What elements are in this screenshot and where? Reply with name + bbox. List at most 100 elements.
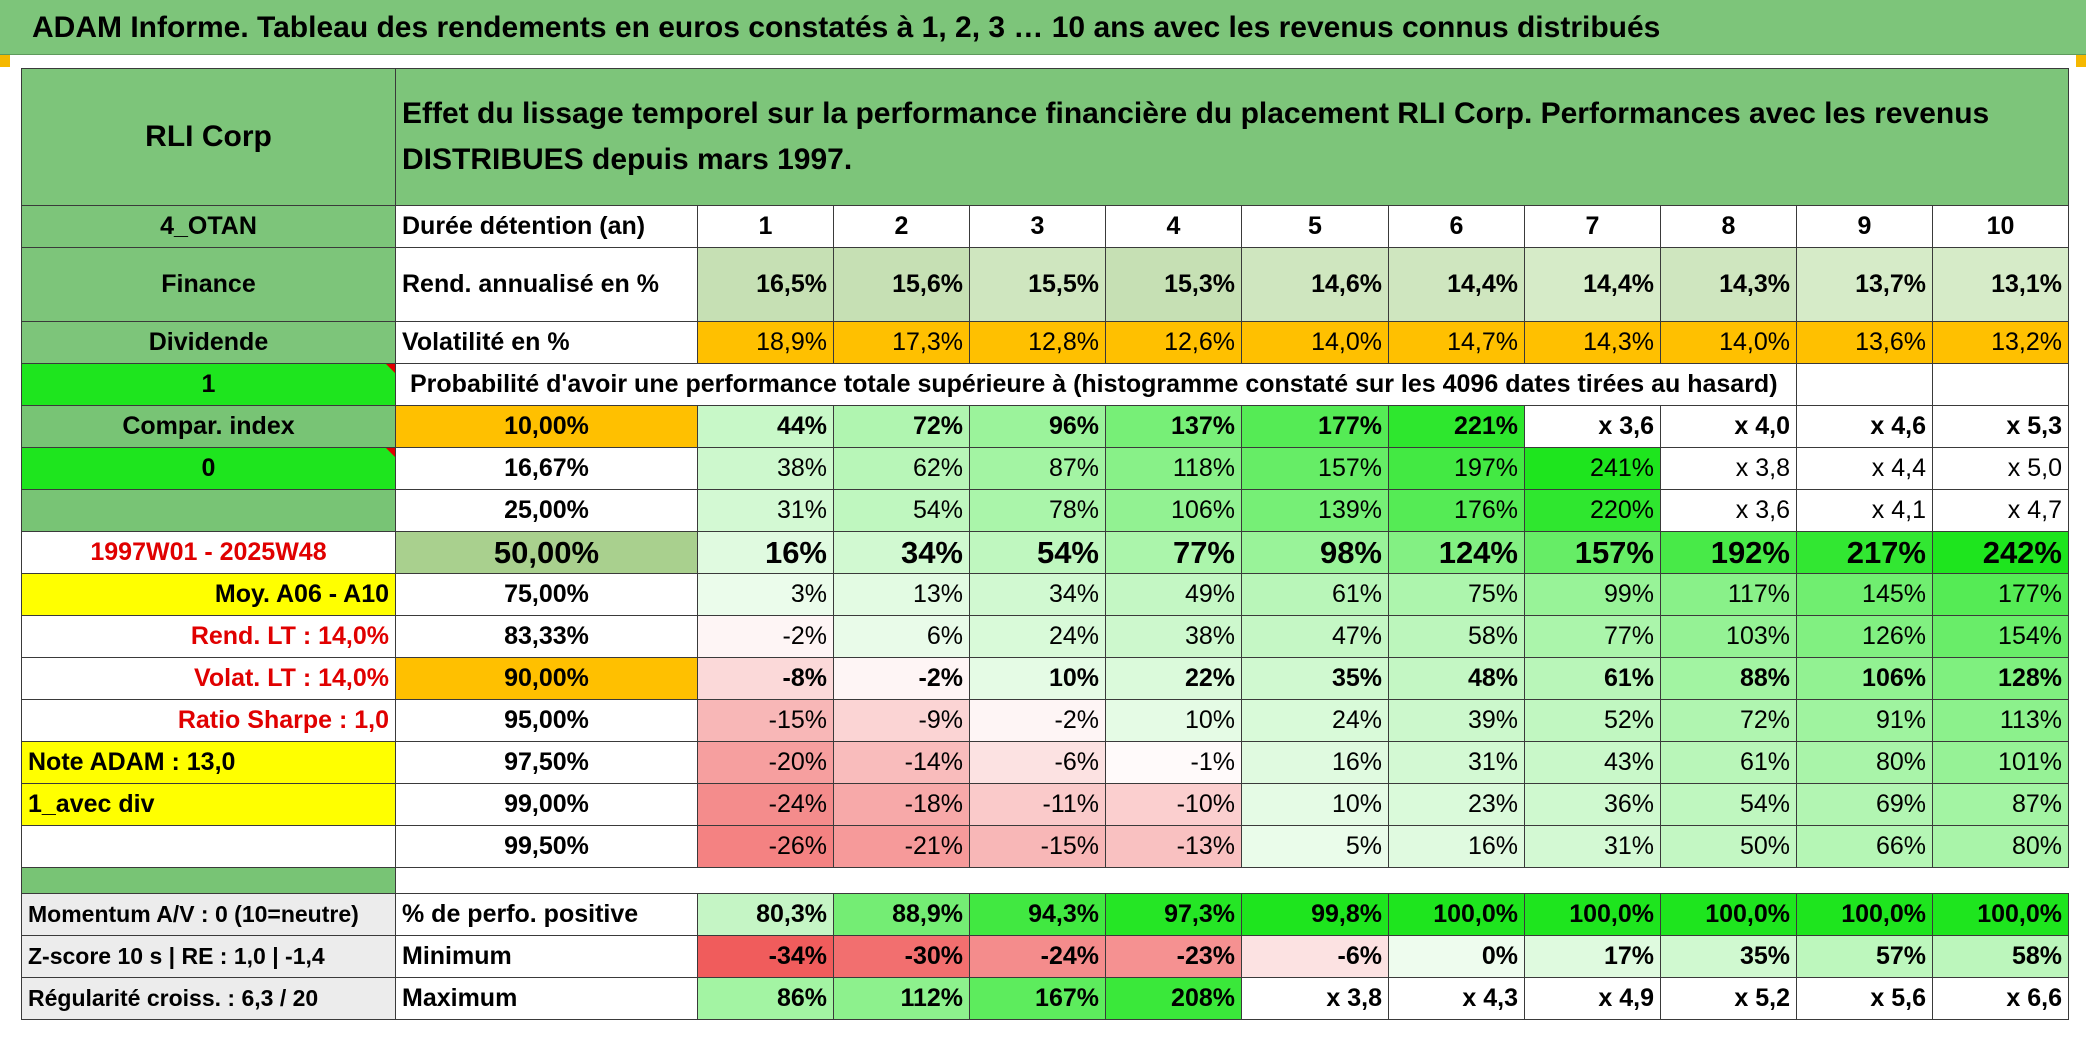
prob-value: -14% (833, 741, 970, 784)
asset-name: RLI Corp (21, 68, 396, 206)
toggle-0[interactable]: 0 (21, 447, 396, 490)
stat-value: 86% (697, 977, 834, 1020)
stat-value: 112% (833, 977, 970, 1020)
prob-value: 54% (969, 531, 1106, 574)
prob-value: 192% (1660, 531, 1797, 574)
prob-value: 78% (969, 489, 1106, 532)
prob-value: x 3,8 (1660, 447, 1797, 490)
threshold-pct: 99,00% (395, 783, 698, 826)
table-row: 1997W01 - 2025W48 50,00% 16% 34% 54% 77% 98% 12… (21, 531, 2069, 574)
toggle-1[interactable]: 1 (21, 363, 396, 406)
prob-value: 87% (969, 447, 1106, 490)
prob-value: -15% (969, 825, 1106, 868)
stat-value: -24% (969, 935, 1106, 978)
stat-value: 88,9% (833, 893, 970, 936)
empty-cell (1932, 363, 2069, 406)
stat-value: 57% (1796, 935, 1933, 978)
prob-value: 58% (1388, 615, 1525, 658)
duration-label: Durée détention (an) (395, 205, 698, 248)
rend-value: 13,7% (1796, 247, 1933, 322)
prob-value: -11% (969, 783, 1106, 826)
prob-value: x 4,1 (1796, 489, 1933, 532)
prob-value: 80% (1932, 825, 2069, 868)
table-description: Effet du lissage temporel sur la perform… (395, 68, 2069, 206)
stat-value: 208% (1105, 977, 1242, 1020)
rend-value: 14,6% (1241, 247, 1389, 322)
prob-value: 157% (1524, 531, 1661, 574)
prob-value: 137% (1105, 405, 1242, 448)
prob-value: 54% (833, 489, 970, 532)
prob-value: 197% (1388, 447, 1525, 490)
vol-value: 13,6% (1796, 321, 1933, 364)
prob-value: 72% (1660, 699, 1797, 742)
prob-value: 13% (833, 573, 970, 616)
stat-value: x 6,6 (1932, 977, 2069, 1020)
prob-value: -2% (697, 615, 834, 658)
table-row: Rend. LT : 14,0% 83,33% -2% 6% 24% 38% 47% 58% 7… (21, 615, 2069, 658)
prob-value: 176% (1388, 489, 1525, 532)
table-row: Volat. LT : 14,0% 90,00% -8% -2% 10% 22% 35% 48… (21, 657, 2069, 700)
stat-value: 100,0% (1524, 893, 1661, 936)
vol-value: 18,9% (697, 321, 834, 364)
asset-sector: Finance (21, 247, 396, 322)
prob-value: 88% (1660, 657, 1797, 700)
table-row: 1_avec div 99,00% -24% -18% -11% -10% 10% 23% 36… (21, 783, 2069, 826)
prob-value: 5% (1241, 825, 1389, 868)
stat-value: 35% (1660, 935, 1797, 978)
stat-value: x 4,9 (1524, 977, 1661, 1020)
prob-value: 217% (1796, 531, 1933, 574)
prob-value: 36% (1524, 783, 1661, 826)
stat-value: 100,0% (1388, 893, 1525, 936)
threshold-pct: 90,00% (395, 657, 698, 700)
table-row: Ratio Sharpe : 1,0 95,00% -15% -9% -2% 10% 24%… (21, 699, 2069, 742)
prob-value: 124% (1388, 531, 1525, 574)
prob-value: 38% (697, 447, 834, 490)
div-label: 1_avec div (21, 783, 396, 826)
prob-value: 16% (1388, 825, 1525, 868)
threshold-pct: 50,00% (395, 531, 698, 574)
prob-value: 177% (1932, 573, 2069, 616)
rend-value: 14,3% (1660, 247, 1797, 322)
corner-marker (2076, 55, 2086, 67)
stat-value: 94,3% (969, 893, 1106, 936)
prob-value: x 3,6 (1524, 405, 1661, 448)
prob-value: 177% (1241, 405, 1389, 448)
rend-value: 15,6% (833, 247, 970, 322)
corner-marker (0, 55, 10, 67)
prob-value: 6% (833, 615, 970, 658)
prob-value: 80% (1796, 741, 1933, 784)
stat-value: 100,0% (1660, 893, 1797, 936)
duration-header: 10 (1932, 205, 2069, 248)
duration-header: 6 (1388, 205, 1525, 248)
vol-value: 13,2% (1932, 321, 2069, 364)
prob-value: -18% (833, 783, 970, 826)
rend-value: 16,5% (697, 247, 834, 322)
prob-value: 103% (1660, 615, 1797, 658)
prob-value: 72% (833, 405, 970, 448)
prob-value: 118% (1105, 447, 1242, 490)
prob-value: 31% (697, 489, 834, 532)
prob-value: -6% (969, 741, 1106, 784)
volat-lt-label: Volat. LT : 14,0% (21, 657, 396, 700)
vol-label: Volatilité en % (395, 321, 698, 364)
threshold-pct: 83,33% (395, 615, 698, 658)
prob-value: 61% (1241, 573, 1389, 616)
prob-value: 54% (1660, 783, 1797, 826)
prob-value: 62% (833, 447, 970, 490)
spacer-cell (21, 867, 396, 894)
prob-value: -1% (1105, 741, 1242, 784)
prob-value: 39% (1388, 699, 1525, 742)
prob-value: x 3,6 (1660, 489, 1797, 532)
prob-value: 145% (1796, 573, 1933, 616)
prob-value: x 5,0 (1932, 447, 2069, 490)
stat-value: 58% (1932, 935, 2069, 978)
prob-value: -2% (969, 699, 1106, 742)
prob-value: -15% (697, 699, 834, 742)
prob-value: -2% (833, 657, 970, 700)
table-row: 25,00% 31% 54% 78% 106% 139% 176% 220% x 3,6 x 4,… (21, 489, 2069, 532)
duration-header: 5 (1241, 205, 1389, 248)
spacer-cell (395, 867, 2069, 894)
prob-value: 99% (1524, 573, 1661, 616)
sidebar-blank (21, 825, 396, 868)
report-title: ADAM Informe. Tableau des rendements en … (0, 0, 2086, 55)
